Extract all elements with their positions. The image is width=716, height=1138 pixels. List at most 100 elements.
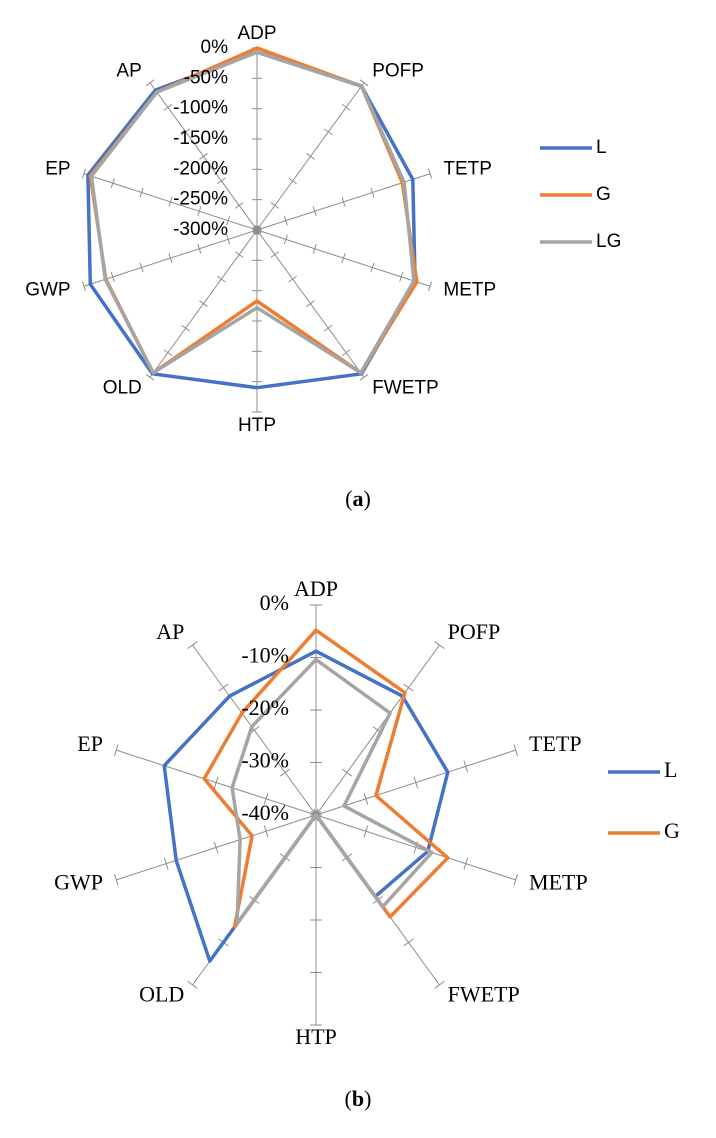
radar-chart-a-svg: ADP POFP TETP METP FWETP HTP OLD GWP EP AP 0% -50% -… [25,23,621,436]
axis-tick-mark [110,178,115,189]
axis-tick-mark [226,234,231,245]
category-label-tetp: TETP [529,731,582,756]
category-label-fwetp: FWETP [372,378,439,399]
axis-tick-mark [113,874,119,886]
axis-tick-mark [81,281,86,292]
axis-tick-mark [359,79,369,87]
axis-tick-mark [139,262,144,273]
axis-tick-mark [168,253,173,264]
radial-tick-label: -150% [173,128,228,149]
axis-tick-mark [270,251,280,258]
radial-tick-label: -40% [241,800,289,825]
category-label-old: OLD [103,378,142,399]
axis-tick-mark [463,760,469,773]
axis-tick-mark [168,196,173,207]
caption-b: (b) [0,1086,716,1112]
axis-tick-mark [187,980,198,989]
axis-tick-mark [428,281,433,292]
axis-tick-mark [370,262,375,273]
axis-tick-mark [341,196,346,207]
category-label-old: OLD [139,981,184,1006]
axis-tick-mark [145,79,155,87]
axis-tick-mark [263,792,269,805]
axis-tick-mark [463,857,469,870]
radial-tick-label: -300% [173,219,228,240]
category-label-tetp: TETP [443,158,492,179]
axis-tick-mark [434,641,445,650]
axis-tick-mark [323,324,333,332]
axis-tick-mark [217,177,226,185]
axis-tick-mark [413,776,419,789]
category-label-fwetp: FWETP [448,981,520,1006]
axis-tick-mark [283,234,288,245]
axis-tick-mark [288,275,297,283]
radial-tick-label: -20% [241,695,289,720]
axis-tick-mark [323,128,333,136]
category-label-metp: METP [529,869,588,894]
axis-tick-mark [197,243,202,254]
category-label-ap: AP [116,60,141,81]
axis-tick-mark [252,226,262,234]
axis-tick-mark [181,324,191,332]
radial-tick-label: -10% [241,643,289,668]
caption-a-open: ( [345,486,353,511]
radar-chart-b-svg: ADP POFP TETP METP FWETP HTP OLD GWP EP AP 0% -10% -… [54,576,680,1049]
category-label-ap: AP [156,619,184,644]
category-label-htp: HTP [295,1024,337,1049]
caption-a-close: ) [363,486,371,511]
caption-b-open: ( [344,1086,352,1111]
axis-tick-mark [199,153,208,160]
legend-label-l: L [664,757,677,782]
category-label-ep: EP [45,158,70,179]
axis-tick-mark [434,980,445,989]
radial-tick-label: 0% [201,37,229,58]
axis-tick-mark [81,168,86,179]
axis-tick-mark [428,168,433,179]
axis-tick-mark [513,874,519,886]
axis-tick-mark [341,768,353,777]
caption-b-letter: b [351,1086,365,1111]
axis-tick-mark [145,373,155,381]
category-label-gwp: GWP [54,869,103,894]
axis-tick-mark [213,841,219,854]
category-label-metp: METP [443,280,496,301]
axis-tick-mark [197,206,202,217]
axis-tick-mark [288,177,297,185]
axis-tick-mark [217,275,226,283]
axis-tick-mark [513,744,519,756]
axis-tick-mark [312,243,317,254]
axis-tick-mark [163,857,169,870]
radar-chart-a: ADP POFP TETP METP FWETP HTP OLD GWP EP AP 0% -50% -… [0,0,716,470]
series-line-l [86,50,417,390]
radial-tick-label: -100% [173,98,228,119]
axis-tick-mark [279,768,291,777]
axis-tick-mark [187,641,198,650]
axis-tick-mark [270,202,280,209]
axis-tick-mark [370,187,375,198]
category-label-pofp: POFP [372,60,424,81]
axis-tick-mark [181,128,191,136]
axis-tick-mark [363,825,369,838]
axis-tick-mark [234,202,244,209]
axis-tick-mark [110,271,115,282]
category-label-adp: ADP [294,576,338,601]
radar-chart-b: ADP POFP TETP METP FWETP HTP OLD GWP EP AP 0% -10% -… [0,558,716,1058]
radial-tick-label: -200% [173,158,228,179]
legend-label-g: G [596,184,611,205]
radial-tick-label: -30% [241,748,289,773]
series-line-g [202,628,450,929]
axis-tick-mark [283,215,288,226]
category-label-htp: HTP [238,415,276,436]
category-label-ep: EP [77,731,103,756]
axis-tick-mark [403,938,414,947]
category-label-pofp: POFP [448,619,501,644]
axis-tick-mark [403,683,414,692]
axis-tick-mark [306,153,315,160]
radial-tick-label: -250% [173,189,228,210]
caption-a: (a) [0,486,716,512]
caption-a-letter: a [352,486,364,511]
axis-tick-mark [341,253,346,264]
axis-tick-mark [163,349,173,357]
category-label-adp: ADP [237,23,276,44]
axis-tick-mark [218,683,229,692]
